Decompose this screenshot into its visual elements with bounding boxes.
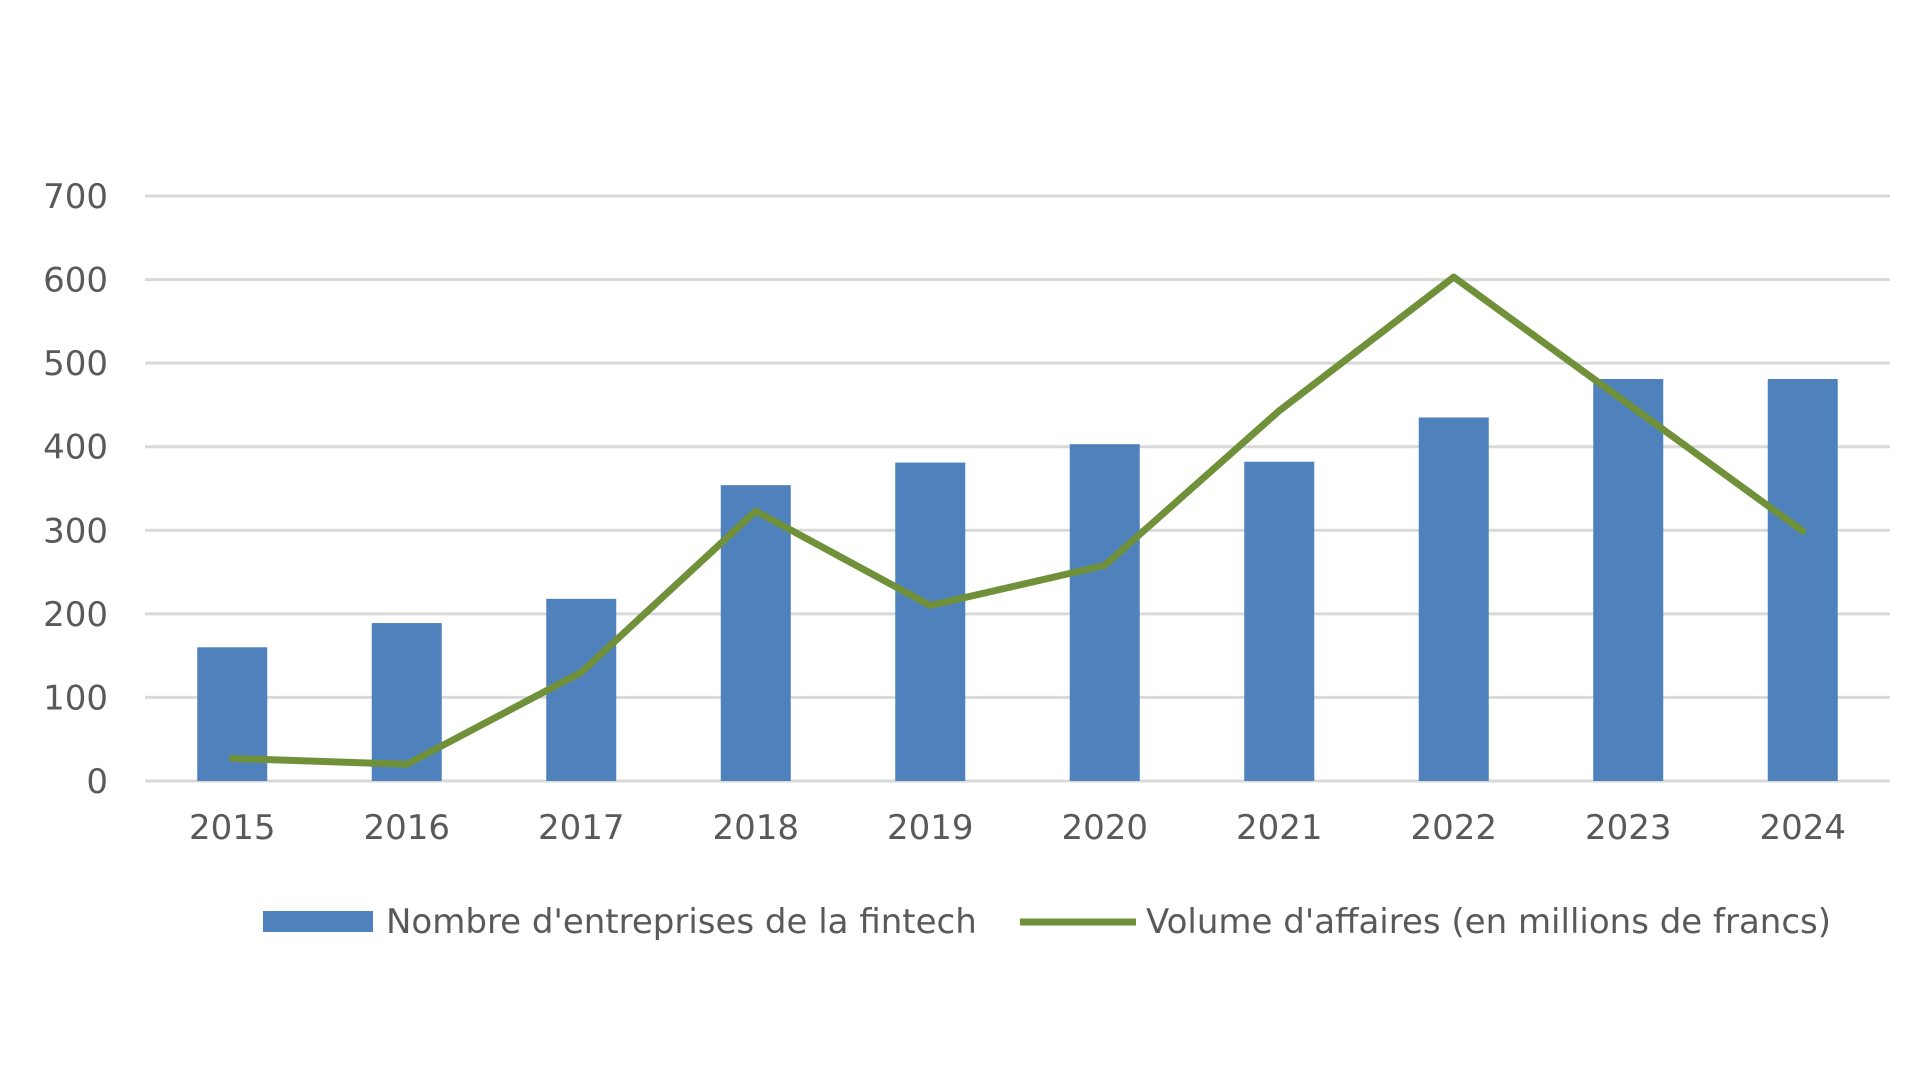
y-tick-label: 300 [43,511,108,551]
bar [1069,444,1140,781]
x-axis-ticks: 2015 2016 2017 2018 2019 2020 2021 2022 2023 2024 [189,808,1846,848]
y-axis-ticks: 0 100 200 300 400 500 600 700 [43,177,108,802]
bar [1418,417,1489,781]
bar [895,462,966,781]
series-line [228,273,1807,768]
x-tick-label: 2016 [363,808,450,848]
bar [1244,461,1315,781]
x-tick-label: 2018 [712,808,799,848]
legend-label-bars: Nombre d'entreprises de la fintech [386,902,977,942]
x-tick-label: 2017 [538,808,625,848]
legend-label-line: Volume d'affaires (en millions de francs… [1146,902,1831,942]
y-tick-label: 700 [43,177,108,217]
bar [1767,379,1838,781]
bar [546,598,617,781]
x-tick-label: 2015 [189,808,276,848]
x-tick-label: 2020 [1061,808,1148,848]
y-tick-label: 100 [43,678,108,718]
x-tick-label: 2022 [1410,808,1497,848]
x-tick-label: 2024 [1759,808,1846,848]
bar-series [197,379,1838,781]
y-tick-label: 0 [86,762,108,802]
bar [1593,379,1664,781]
y-tick-label: 200 [43,595,108,635]
legend-swatch-bars [263,911,373,932]
bar [371,623,442,781]
y-tick-label: 500 [43,344,108,384]
x-tick-label: 2023 [1585,808,1672,848]
legend: Nombre d'entreprises de la fintech Volum… [263,902,1831,942]
x-tick-label: 2019 [887,808,974,848]
y-tick-label: 600 [43,261,108,301]
line-series [228,273,1807,768]
y-tick-label: 400 [43,428,108,468]
x-tick-label: 2021 [1236,808,1323,848]
